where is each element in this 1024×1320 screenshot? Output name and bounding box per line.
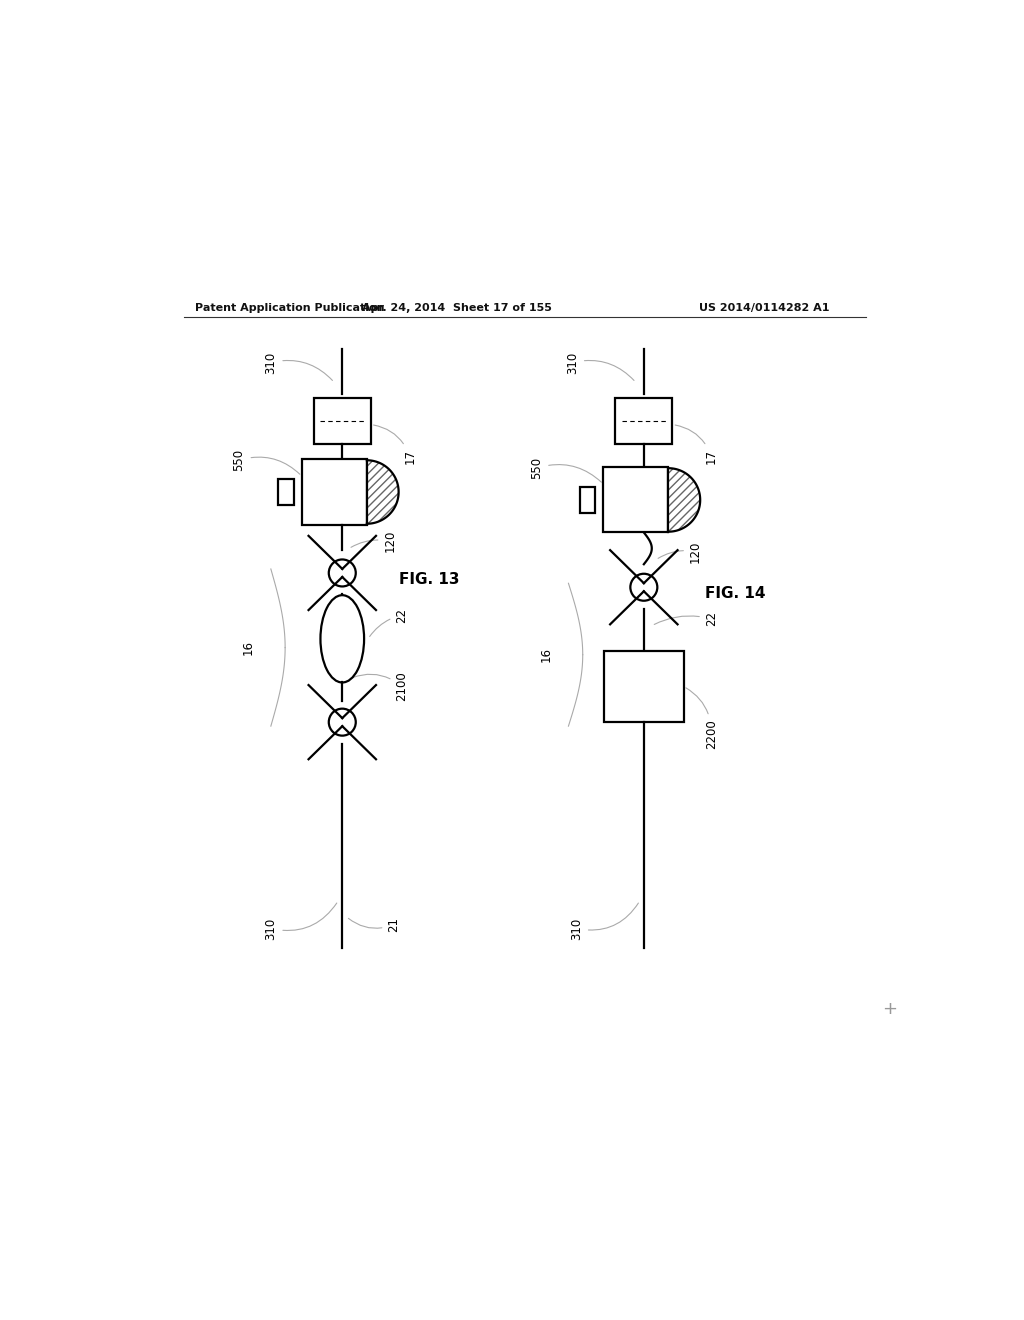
- Text: FIG. 13: FIG. 13: [399, 572, 460, 587]
- Bar: [603, 467, 669, 532]
- Text: 16: 16: [242, 640, 255, 655]
- Text: +: +: [883, 1001, 897, 1019]
- Bar: [580, 487, 595, 512]
- Bar: [615, 397, 673, 444]
- Ellipse shape: [321, 595, 365, 682]
- Text: Apr. 24, 2014  Sheet 17 of 155: Apr. 24, 2014 Sheet 17 of 155: [362, 302, 552, 313]
- Text: Patent Application Publication: Patent Application Publication: [196, 302, 385, 313]
- Text: 550: 550: [232, 449, 300, 474]
- Text: Combined: Combined: [612, 671, 675, 680]
- Text: 120: 120: [658, 540, 701, 562]
- Bar: [313, 397, 371, 444]
- Text: FIG. 14: FIG. 14: [705, 586, 765, 601]
- Text: 17: 17: [374, 425, 416, 463]
- Text: 22: 22: [370, 607, 409, 636]
- Text: 310: 310: [264, 903, 337, 940]
- Text: 310: 310: [570, 903, 638, 940]
- Text: 550: 550: [530, 457, 601, 482]
- Text: 120: 120: [351, 531, 396, 552]
- Polygon shape: [367, 461, 398, 524]
- Text: 16: 16: [540, 647, 553, 663]
- Circle shape: [329, 560, 355, 586]
- Polygon shape: [669, 469, 700, 532]
- Bar: [302, 459, 367, 524]
- Circle shape: [329, 709, 355, 735]
- Text: 21: 21: [348, 917, 400, 932]
- Text: 22: 22: [654, 611, 718, 627]
- Circle shape: [631, 574, 657, 601]
- Text: 17: 17: [675, 425, 718, 463]
- Bar: [278, 479, 294, 504]
- Text: 2200: 2200: [686, 688, 718, 748]
- Text: Pump/Valve: Pump/Valve: [607, 693, 681, 702]
- Text: 2100: 2100: [353, 672, 409, 701]
- Bar: [604, 651, 684, 722]
- Text: 310: 310: [566, 351, 634, 380]
- Text: US 2014/0114282 A1: US 2014/0114282 A1: [699, 302, 829, 313]
- Text: 310: 310: [264, 351, 333, 380]
